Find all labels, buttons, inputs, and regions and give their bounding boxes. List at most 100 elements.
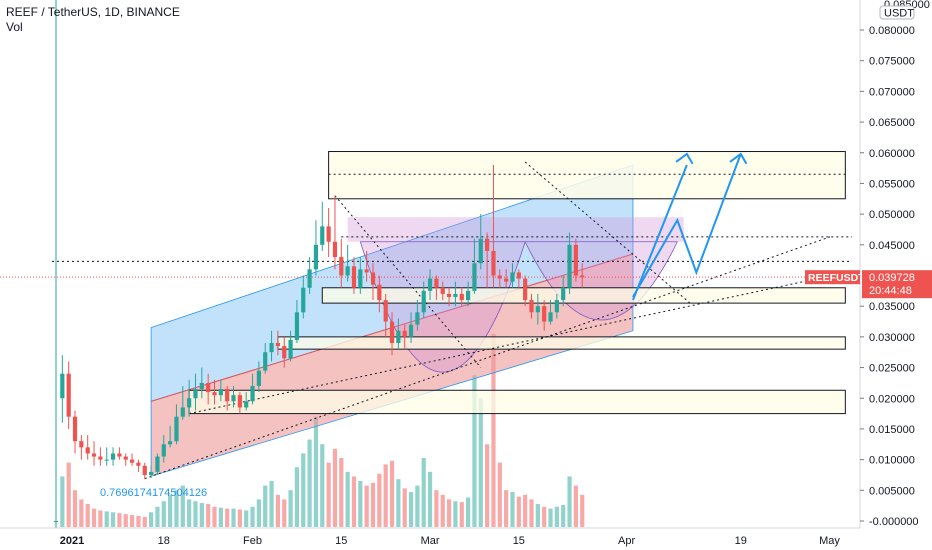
candle-body [459, 293, 464, 301]
volume-bar [326, 462, 331, 527]
candle-body [206, 382, 211, 393]
candle-body [326, 226, 331, 242]
volume-bar [174, 490, 179, 527]
volume-bar [351, 476, 357, 527]
candle-body [472, 263, 477, 291]
candle-body [275, 343, 280, 347]
overlay-layer: 0.7696174174504126 [100, 152, 748, 499]
price-tick-label: 0.030000 [869, 332, 915, 344]
time-tick-label: 18 [158, 535, 170, 547]
candle-body [466, 290, 471, 301]
volume-bar [187, 499, 192, 527]
volume-bar [320, 444, 325, 527]
price-tick-label: 0.035000 [869, 301, 915, 313]
price-badge [862, 270, 932, 299]
candle-body [85, 447, 90, 454]
volume-bar [155, 506, 160, 527]
volume-bar [434, 490, 439, 527]
volume-bar [301, 453, 306, 527]
candle-body [282, 346, 287, 359]
candle-body [91, 453, 97, 457]
candle-body [554, 300, 559, 313]
volume-bar [79, 499, 84, 527]
price-tick-label: 0.075000 [869, 56, 915, 68]
candle-body [567, 244, 572, 288]
candle-body [110, 453, 116, 460]
symbol-badge-label: REEFUSDT [808, 272, 865, 284]
volume-bar [199, 503, 204, 527]
candle-body [542, 306, 547, 322]
candle-body [212, 392, 217, 396]
candle-body [168, 441, 173, 445]
candle-body [580, 275, 585, 278]
candle-body [345, 266, 350, 276]
volume-bar [206, 504, 211, 527]
volume-bar [60, 476, 65, 527]
candle-body [218, 389, 223, 396]
candle-body [478, 238, 483, 264]
candle-body [149, 471, 154, 475]
volume-bar [129, 515, 135, 527]
candle-body [136, 462, 141, 466]
volume-bar [142, 516, 147, 527]
volume-bar [269, 481, 274, 527]
candle-body [269, 343, 274, 353]
price-tick-label: 0.020000 [869, 393, 915, 405]
volume-bar [193, 501, 198, 527]
price-tick-label: 0.050000 [869, 209, 915, 221]
volume-bar [282, 499, 287, 527]
volume-bar [149, 512, 154, 527]
volume-bar [415, 485, 420, 527]
volume-bar [110, 512, 116, 527]
volume-bar [218, 507, 223, 527]
price-tick-label: 0.025000 [869, 363, 915, 375]
volume-bar [180, 485, 185, 527]
candle-body [358, 269, 363, 288]
volume-bar [383, 464, 388, 527]
volume-bars [60, 333, 585, 527]
candle-body [199, 382, 204, 390]
candle-body [313, 244, 319, 270]
volume-bar [294, 467, 300, 527]
candle-body [402, 330, 407, 337]
dotted-trendline [189, 271, 847, 415]
candle-body [250, 385, 255, 402]
candle-body [155, 456, 160, 472]
price-tick-label: 0.055000 [869, 178, 915, 190]
price-tick-label: 0.060000 [869, 148, 915, 160]
volume-bar [358, 481, 363, 527]
volume-bar [485, 444, 490, 527]
volume-bar [104, 511, 109, 527]
volume-bar [389, 460, 395, 527]
countdown-label: 20:44:48 [869, 285, 912, 297]
candle-body [142, 465, 147, 475]
candle-body [529, 300, 534, 313]
volume-bar [459, 502, 464, 527]
volume-bar [504, 490, 509, 527]
candle-body [485, 238, 490, 251]
volume-bar [364, 485, 369, 527]
volume-bar [85, 504, 90, 527]
candle-body [320, 226, 325, 245]
candle-body [174, 416, 179, 442]
candle-body [415, 312, 420, 325]
volume-bar [98, 510, 103, 527]
support-zone [277, 336, 846, 350]
volume-label[interactable]: Vol [6, 20, 23, 34]
volume-bar [529, 499, 534, 527]
price-tick-label: 0.080000 [869, 25, 915, 37]
candle-body [339, 257, 344, 276]
chart-legend: REEF / TetherUS, 1D, BINANCE Vol [6, 5, 180, 35]
volume-bar [440, 494, 445, 527]
candle-body [72, 416, 78, 442]
volume-bar [446, 499, 452, 527]
symbol-title[interactable]: REEF / TetherUS, 1D, BINANCE [6, 5, 180, 19]
candle-body [98, 456, 103, 460]
candle-body [193, 389, 198, 399]
volume-bar [535, 504, 540, 527]
candle-body [389, 321, 395, 344]
volume-bar [542, 506, 547, 527]
